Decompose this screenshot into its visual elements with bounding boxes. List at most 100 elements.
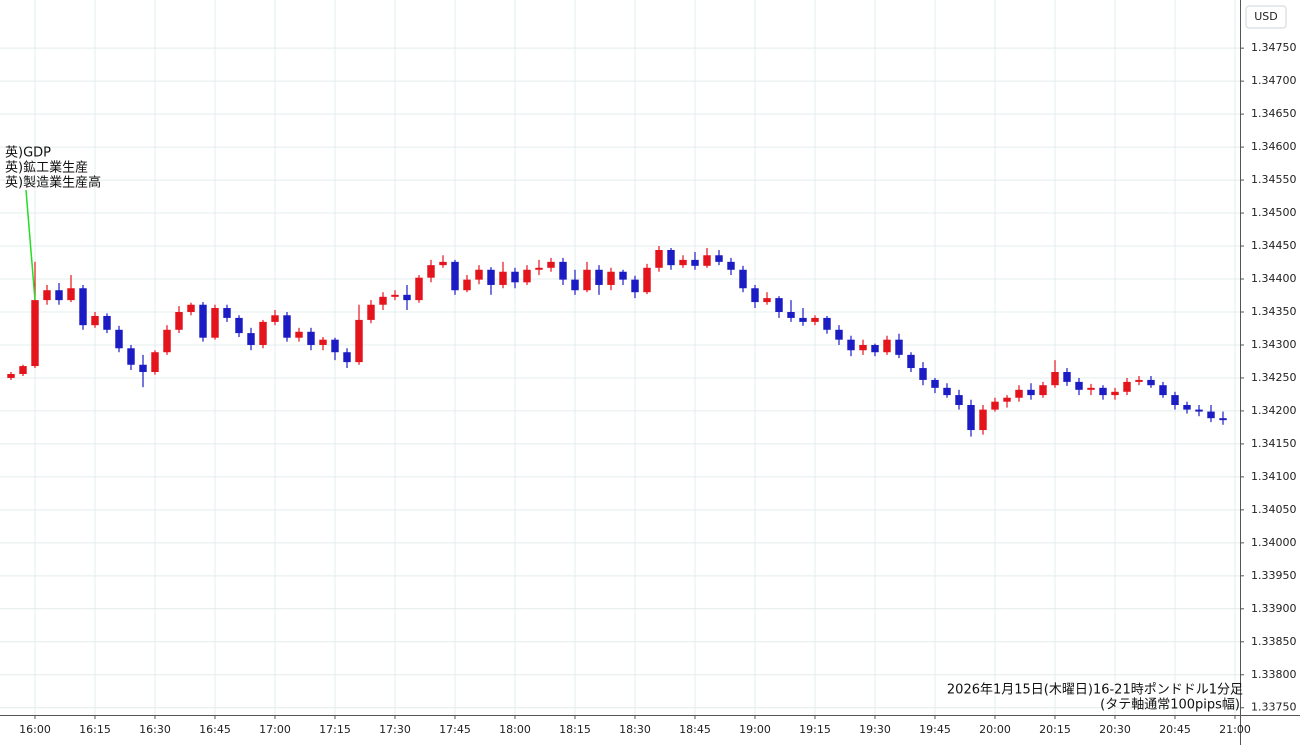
candle-body <box>415 277 423 301</box>
x-tick-label: 16:45 <box>199 723 231 736</box>
y-tick-label: 1.34100 <box>1251 470 1297 483</box>
y-tick-label: 1.34650 <box>1251 107 1297 120</box>
candle-body <box>55 290 63 301</box>
y-tick-label: 1.33900 <box>1251 602 1297 615</box>
y-tick-label: 1.34150 <box>1251 437 1297 450</box>
candle-body <box>211 308 219 338</box>
y-tick-label: 1.34300 <box>1251 338 1297 351</box>
candle-body <box>739 269 747 289</box>
candle-body <box>1207 411 1215 419</box>
candle-body <box>571 279 579 291</box>
candle-body <box>103 315 111 330</box>
candle-body <box>343 352 351 363</box>
x-tick-label: 21:00 <box>1219 723 1251 736</box>
candle-body <box>595 269 603 285</box>
candle-body <box>307 331 315 345</box>
candle-body <box>1003 397 1011 402</box>
x-tick-label: 18:45 <box>679 723 711 736</box>
candle-body <box>1159 385 1167 396</box>
candle-body <box>91 315 99 326</box>
candle-body <box>319 339 327 345</box>
candle-body <box>1183 404 1191 410</box>
x-tick-label: 18:30 <box>619 723 651 736</box>
x-tick-label: 16:15 <box>79 723 111 736</box>
x-tick-label: 16:00 <box>19 723 51 736</box>
candle-body <box>919 368 927 380</box>
candle-body <box>1123 381 1131 392</box>
candle-body <box>847 339 855 351</box>
candle-body <box>1027 389 1035 396</box>
y-tick-label: 1.34400 <box>1251 272 1297 285</box>
candle-body <box>691 259 699 266</box>
candle-body <box>19 366 27 374</box>
x-tick-label: 17:30 <box>379 723 411 736</box>
candle-body <box>703 255 711 266</box>
candle-body <box>67 288 75 301</box>
annotation-pointer <box>25 189 36 301</box>
candle-body <box>163 329 171 353</box>
candle-body <box>1111 391 1119 396</box>
y-tick-label: 1.34250 <box>1251 371 1297 384</box>
candle-body <box>835 329 843 340</box>
y-tick-label: 1.34050 <box>1251 503 1297 516</box>
candle-body <box>631 279 639 293</box>
candle-body <box>355 319 363 363</box>
candle-body <box>1099 387 1107 396</box>
candle-body <box>895 339 903 355</box>
candle-body <box>955 395 963 405</box>
candle-body <box>799 317 807 322</box>
candle-body <box>1219 418 1227 421</box>
x-tick-label: 19:15 <box>799 723 831 736</box>
x-tick-label: 17:00 <box>259 723 291 736</box>
candle-body <box>607 271 615 285</box>
caption: (タテ軸通常100pips幅) <box>1100 698 1240 713</box>
candle-body <box>871 344 879 353</box>
candle-body <box>487 269 495 285</box>
candle-body <box>535 267 543 270</box>
candle-body <box>943 387 951 396</box>
candle-body <box>331 339 339 353</box>
candle-body <box>715 255 723 262</box>
y-tick-label: 1.34000 <box>1251 536 1297 549</box>
candle-body <box>271 315 279 322</box>
candle-body <box>247 333 255 345</box>
y-tick-label: 1.34350 <box>1251 305 1297 318</box>
candle-body <box>751 288 759 303</box>
candle-body <box>883 339 891 353</box>
y-tick-label: 1.34200 <box>1251 404 1297 417</box>
candle-body <box>511 271 519 283</box>
x-tick-label: 20:30 <box>1099 723 1131 736</box>
x-tick-label: 18:15 <box>559 723 591 736</box>
candle-body <box>223 308 231 318</box>
candle-body <box>367 304 375 320</box>
candle-body <box>823 317 831 330</box>
candle-body <box>1051 372 1059 386</box>
candle-body <box>175 311 183 330</box>
candle-body <box>427 265 435 278</box>
candle-body <box>1171 395 1179 405</box>
currency-box <box>1245 5 1287 29</box>
y-tick-label: 1.34550 <box>1251 173 1297 186</box>
candle-body <box>151 352 159 373</box>
candle-body <box>931 379 939 388</box>
candle-body <box>187 304 195 312</box>
candle-body <box>259 321 267 345</box>
x-tick-label: 19:00 <box>739 723 771 736</box>
candle-body <box>115 329 123 349</box>
x-tick-label: 17:15 <box>319 723 351 736</box>
x-tick-label: 19:45 <box>919 723 951 736</box>
candle-body <box>1135 379 1143 382</box>
y-tick-label: 1.34500 <box>1251 206 1297 219</box>
candle-body <box>991 401 999 410</box>
y-tick-label: 1.34450 <box>1251 239 1297 252</box>
candle-body <box>763 298 771 303</box>
y-axis-label: USD <box>1254 10 1278 23</box>
candle-body <box>463 279 471 291</box>
candle-body <box>655 249 663 268</box>
candle-body <box>859 344 867 351</box>
candle-body <box>199 304 207 338</box>
annotation-text: 英)GDP <box>5 146 51 161</box>
